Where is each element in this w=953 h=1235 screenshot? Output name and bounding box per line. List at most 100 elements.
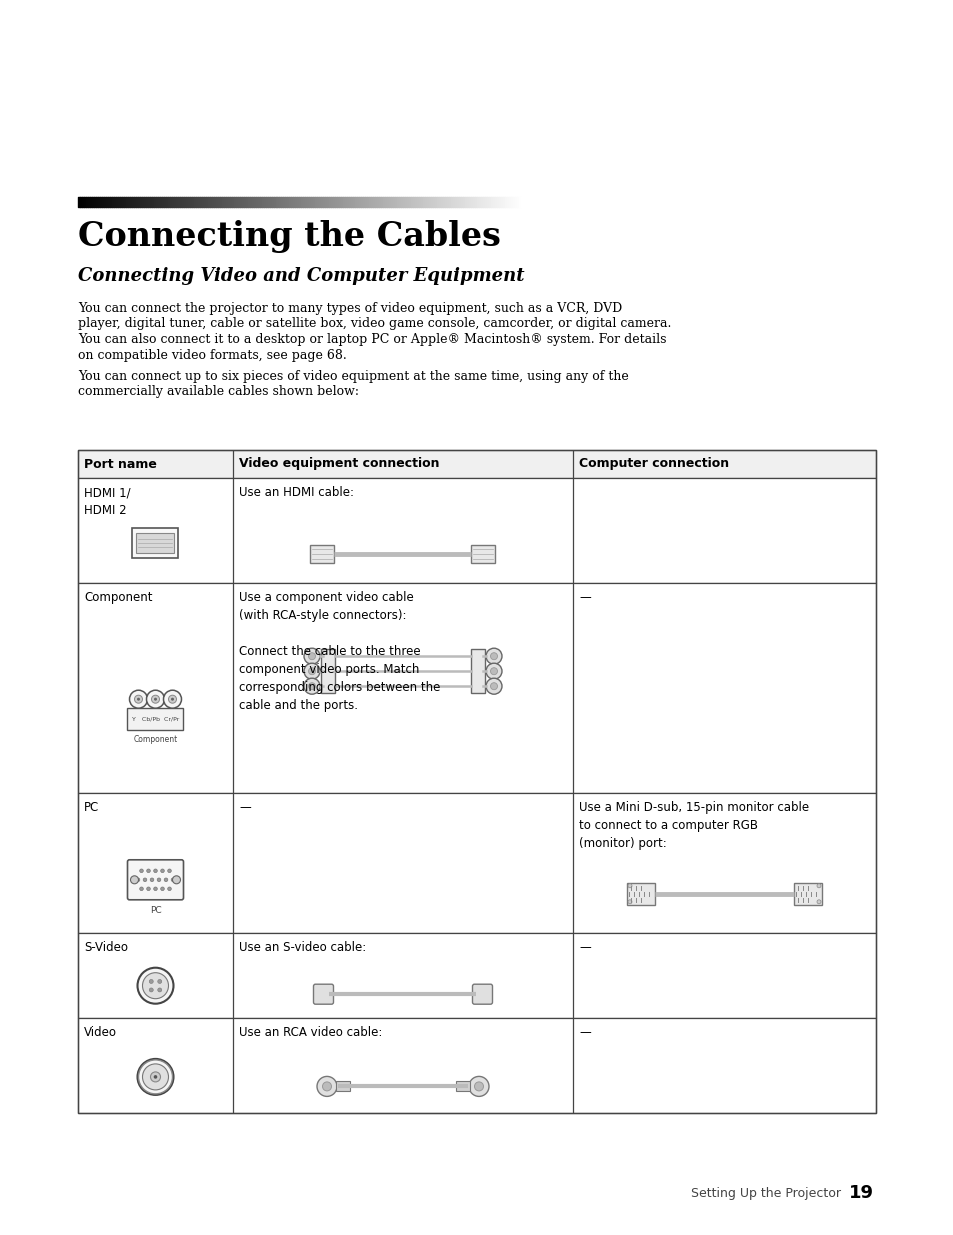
Text: —: — xyxy=(578,941,590,953)
Circle shape xyxy=(157,988,162,992)
Circle shape xyxy=(474,1082,483,1091)
Text: Component: Component xyxy=(133,735,177,745)
Circle shape xyxy=(149,988,153,992)
Circle shape xyxy=(322,1082,331,1091)
Text: Video equipment connection: Video equipment connection xyxy=(239,457,439,471)
Circle shape xyxy=(304,663,319,679)
Circle shape xyxy=(168,887,172,890)
Circle shape xyxy=(136,878,140,882)
Circle shape xyxy=(139,869,143,873)
Circle shape xyxy=(149,979,153,983)
FancyBboxPatch shape xyxy=(471,545,495,563)
Text: Connecting Video and Computer Equipment: Connecting Video and Computer Equipment xyxy=(78,267,524,285)
Text: Component: Component xyxy=(84,592,152,604)
Bar xyxy=(78,932,875,1018)
Circle shape xyxy=(304,648,319,664)
Circle shape xyxy=(157,878,161,882)
FancyBboxPatch shape xyxy=(472,984,492,1004)
Bar xyxy=(78,450,875,1113)
FancyBboxPatch shape xyxy=(136,534,174,553)
Circle shape xyxy=(469,1077,489,1097)
Circle shape xyxy=(153,1076,157,1078)
Circle shape xyxy=(137,698,140,700)
Text: HDMI 1/
HDMI 2: HDMI 1/ HDMI 2 xyxy=(84,487,131,517)
Circle shape xyxy=(816,884,821,888)
Bar xyxy=(78,478,875,583)
FancyBboxPatch shape xyxy=(471,650,484,693)
FancyBboxPatch shape xyxy=(320,650,335,693)
Circle shape xyxy=(157,979,162,983)
Circle shape xyxy=(137,1058,173,1095)
Circle shape xyxy=(131,876,138,884)
Circle shape xyxy=(172,876,180,884)
Circle shape xyxy=(816,900,821,904)
Text: Use a Mini D-sub, 15-pin monitor cable
to connect to a computer RGB
(monitor) po: Use a Mini D-sub, 15-pin monitor cable t… xyxy=(578,802,808,850)
Text: PC: PC xyxy=(150,905,161,915)
Text: commercially available cables shown below:: commercially available cables shown belo… xyxy=(78,385,358,399)
Text: S-Video: S-Video xyxy=(84,941,128,953)
Circle shape xyxy=(308,653,315,659)
Text: You can connect up to six pieces of video equipment at the same time, using any : You can connect up to six pieces of vide… xyxy=(78,370,628,383)
Circle shape xyxy=(308,668,315,674)
Circle shape xyxy=(143,878,147,882)
Circle shape xyxy=(490,668,497,674)
Circle shape xyxy=(485,663,501,679)
Text: Connecting the Cables: Connecting the Cables xyxy=(78,220,500,253)
Circle shape xyxy=(134,695,142,703)
Circle shape xyxy=(147,869,151,873)
Circle shape xyxy=(153,698,157,700)
Circle shape xyxy=(169,695,176,703)
Circle shape xyxy=(171,698,173,700)
Text: PC: PC xyxy=(84,802,99,814)
Bar xyxy=(78,793,875,932)
Text: —: — xyxy=(239,802,251,814)
Text: Use an S-video cable:: Use an S-video cable: xyxy=(239,941,366,953)
Circle shape xyxy=(147,690,164,708)
Bar xyxy=(78,1018,875,1113)
Text: Port name: Port name xyxy=(84,457,156,471)
Circle shape xyxy=(160,869,164,873)
Text: You can also connect it to a desktop or laptop PC or Apple® Macintosh® system. F: You can also connect it to a desktop or … xyxy=(78,333,666,346)
Text: Use an HDMI cable:: Use an HDMI cable: xyxy=(239,487,354,499)
FancyBboxPatch shape xyxy=(456,1082,470,1092)
Circle shape xyxy=(485,648,501,664)
Text: Computer connection: Computer connection xyxy=(578,457,728,471)
Circle shape xyxy=(485,678,501,694)
Text: —: — xyxy=(578,1026,590,1039)
FancyBboxPatch shape xyxy=(128,860,183,900)
Text: Use a component video cable
(with RCA-style connectors):

Connect the cable to t: Use a component video cable (with RCA-st… xyxy=(239,592,440,713)
Circle shape xyxy=(316,1077,336,1097)
Bar xyxy=(78,583,875,793)
Text: player, digital tuner, cable or satellite box, video game console, camcorder, or: player, digital tuner, cable or satellit… xyxy=(78,317,671,331)
Text: on compatible video formats, see page 68.: on compatible video formats, see page 68… xyxy=(78,348,346,362)
FancyBboxPatch shape xyxy=(626,883,655,905)
Circle shape xyxy=(304,678,319,694)
Circle shape xyxy=(142,1063,169,1091)
Circle shape xyxy=(151,1072,160,1082)
Circle shape xyxy=(153,887,157,890)
Circle shape xyxy=(308,683,315,689)
FancyBboxPatch shape xyxy=(128,708,183,730)
FancyBboxPatch shape xyxy=(314,984,334,1004)
Text: 19: 19 xyxy=(848,1184,873,1202)
Circle shape xyxy=(150,878,153,882)
Circle shape xyxy=(163,690,181,708)
Circle shape xyxy=(137,968,173,1004)
Text: Use an RCA video cable:: Use an RCA video cable: xyxy=(239,1026,382,1039)
Circle shape xyxy=(490,653,497,659)
Text: —: — xyxy=(578,592,590,604)
FancyBboxPatch shape xyxy=(335,1082,350,1092)
Circle shape xyxy=(130,690,148,708)
Circle shape xyxy=(142,973,169,999)
FancyBboxPatch shape xyxy=(132,529,178,558)
FancyBboxPatch shape xyxy=(310,545,335,563)
Circle shape xyxy=(171,878,174,882)
Text: Video: Video xyxy=(84,1026,117,1039)
Circle shape xyxy=(152,695,159,703)
Circle shape xyxy=(153,869,157,873)
Circle shape xyxy=(168,869,172,873)
Circle shape xyxy=(627,900,631,904)
Circle shape xyxy=(139,887,143,890)
FancyBboxPatch shape xyxy=(793,883,821,905)
Text: Y   Cb/Pb  Cr/Pr: Y Cb/Pb Cr/Pr xyxy=(132,716,179,721)
